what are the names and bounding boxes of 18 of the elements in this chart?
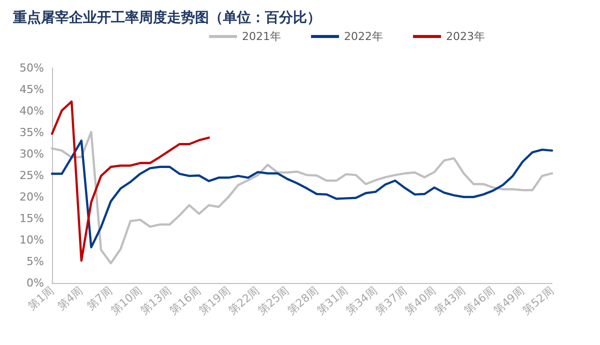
legend-label: 2022年 [344,30,384,43]
y-tick-label: 10% [20,234,44,246]
x-tick-label: 第4周 [55,284,86,313]
y-tick-label: 15% [20,212,44,225]
y-tick-label: 25% [20,169,44,182]
y-tick-label: 35% [20,126,44,139]
line-series [50,100,210,262]
y-tick-label: 30% [20,148,44,160]
y-tick-label: 5% [26,255,44,268]
line-series [50,140,554,248]
y-tick-label: 50% [20,62,44,74]
y-tick-label: 45% [20,83,44,96]
y-tick-label: 40% [20,104,44,118]
y-tick-label: 0% [26,276,44,290]
legend-label: 2023年 [446,30,486,43]
y-tick-label: 20% [20,190,44,204]
chart-title: 重点屠宰企业开工率周度走势图（单位：百分比） [12,9,321,26]
legend-label: 2021年 [242,30,282,43]
